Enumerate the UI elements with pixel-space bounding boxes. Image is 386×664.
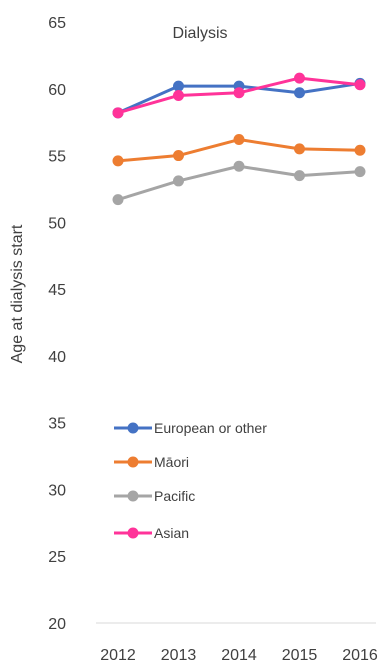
y-tick-label: 45 [48, 282, 66, 299]
y-tick-label: 30 [48, 482, 66, 499]
data-point [354, 144, 366, 156]
y-tick-label: 40 [48, 349, 66, 366]
y-tick-label: 20 [48, 616, 66, 633]
data-point [233, 160, 245, 172]
legend-label: Pacific [154, 488, 195, 504]
data-point [294, 170, 305, 182]
data-point [233, 134, 245, 146]
y-tick-label: 25 [48, 549, 66, 566]
legend-swatch-marker [127, 456, 139, 468]
y-tick-label: 50 [48, 215, 66, 232]
series-group [112, 160, 366, 206]
legend-item: European or other [114, 420, 267, 436]
y-tick-label: 60 [48, 82, 66, 99]
data-point [112, 194, 124, 206]
data-point [354, 166, 366, 178]
data-point [112, 107, 124, 119]
data-point [173, 175, 184, 187]
legend-label: Māori [154, 454, 189, 470]
series-group [112, 134, 366, 167]
data-point [173, 89, 184, 101]
legend-label: European or other [154, 420, 267, 436]
data-point [173, 80, 184, 92]
legend: European or other Māori Pacific Asian [114, 420, 267, 541]
legend-label: Asian [154, 525, 189, 541]
data-point [112, 155, 124, 167]
x-tick-label: 2015 [282, 647, 318, 664]
data-point [294, 72, 305, 84]
y-tick-label: 65 [48, 15, 66, 32]
legend-swatch-marker [127, 527, 139, 539]
legend-swatch-marker [127, 490, 139, 502]
legend-item: Pacific [114, 488, 195, 504]
x-tick-label: 2012 [100, 647, 136, 664]
data-point [294, 143, 305, 155]
legend-swatch-marker [127, 422, 139, 434]
data-point [233, 87, 245, 99]
data-point [354, 79, 366, 91]
x-tick-label: 2016 [342, 647, 378, 664]
legend-item: Māori [114, 454, 189, 470]
series-layer [112, 72, 366, 206]
y-tick-labels: 20 25 30 35 40 45 50 55 60 65 [48, 15, 66, 633]
data-point [173, 150, 184, 162]
series-group [112, 72, 366, 119]
data-point [294, 87, 305, 99]
legend-item: Asian [114, 525, 189, 541]
y-tick-label: 55 [48, 149, 66, 166]
x-tick-label: 2014 [221, 647, 257, 664]
chart-title: Dialysis [172, 25, 227, 42]
y-tick-label: 35 [48, 416, 66, 433]
x-tick-labels: 2012 2013 2014 2015 2016 [100, 647, 378, 664]
x-tick-label: 2013 [161, 647, 197, 664]
y-axis-label: Age at dialysis start [9, 224, 26, 363]
